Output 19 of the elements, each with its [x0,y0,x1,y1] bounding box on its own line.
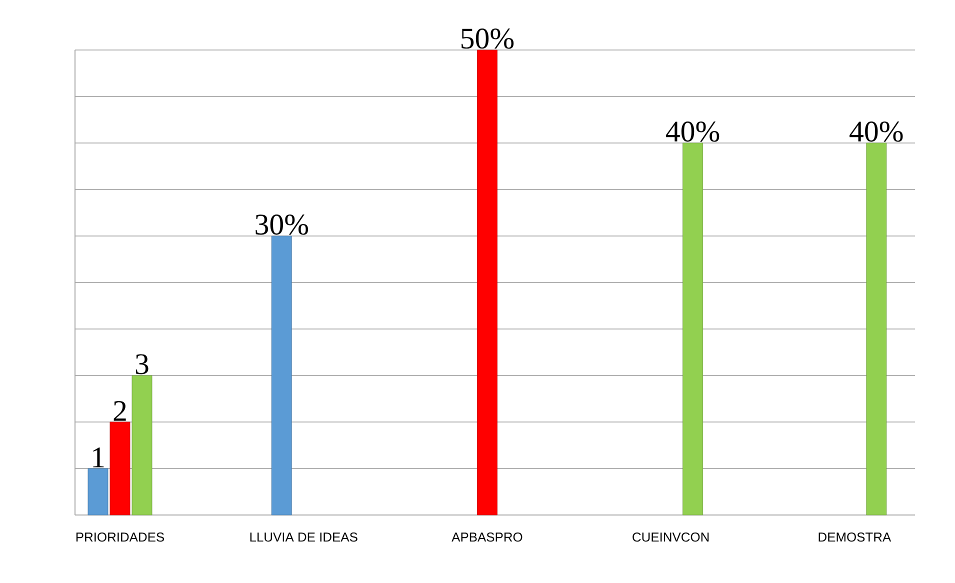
x-tick-label: DEMOSTRA [818,532,892,542]
bar [88,468,108,516]
x-tick-label: PRIORIDADES [76,532,164,542]
series-label: 1 [93,448,104,468]
data-label: 30% [256,214,308,235]
series-label: 2 [114,400,126,421]
bar [477,50,498,516]
x-tick-label: CUEINVCON [632,532,709,542]
series-label: 3 [136,354,148,374]
data-label: 40% [850,122,903,142]
bar [110,422,130,516]
bar [682,142,704,516]
x-tick-label: APBASPRO [452,532,522,542]
data-label: 50% [462,28,514,49]
x-tick-label: LLUVIA DE IDEAS [250,532,358,542]
bar [866,142,887,516]
bar [132,375,152,516]
data-label: 40% [666,122,720,142]
bar [271,236,292,516]
